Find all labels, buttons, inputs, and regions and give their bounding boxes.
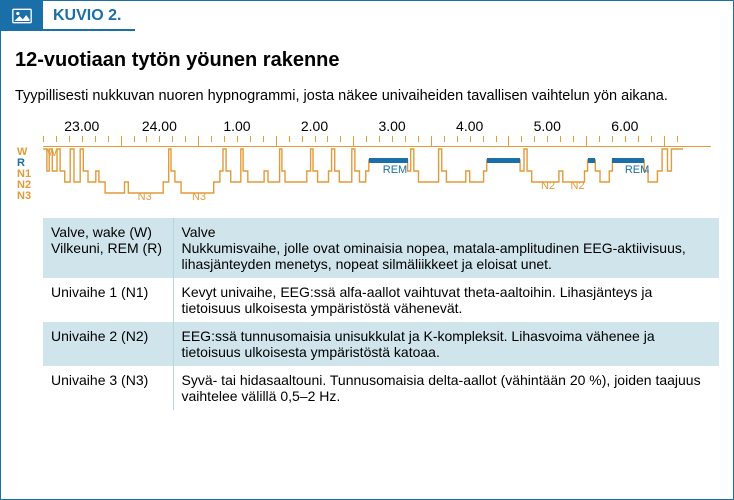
tick	[677, 136, 678, 142]
tick	[198, 136, 199, 146]
legend-row: Univaihe 1 (N1)Kevyt univaihe, EEG:ssä a…	[43, 278, 719, 322]
chart-annotation: N3	[138, 191, 152, 203]
legend-desc: EEG:ssä tunnusomaisia unisukkulat ja K-k…	[173, 322, 719, 366]
tick	[211, 136, 212, 142]
tick	[146, 136, 147, 142]
tick	[340, 136, 341, 142]
rem-bar	[588, 158, 596, 163]
tick	[353, 136, 354, 146]
rem-bar	[487, 158, 520, 163]
page-title: 12-vuotiaan tytön yöunen rakenne	[1, 31, 733, 82]
hypnogram-chart: 23.0024.001.002.003.004.005.006.00 W R N…	[43, 118, 711, 214]
tick	[289, 136, 290, 142]
time-label: 23.00	[64, 118, 99, 134]
legend-desc: Syvä- tai hidasaaltouni. Tunnusomaisia d…	[173, 366, 719, 410]
rem-bar	[612, 158, 644, 163]
tick	[418, 136, 419, 142]
chart-annotation: N2	[571, 180, 585, 192]
time-label: 1.00	[223, 118, 250, 134]
tick	[470, 136, 471, 142]
tick	[56, 136, 57, 142]
tick	[612, 136, 613, 142]
tick	[172, 136, 173, 142]
tick	[534, 136, 535, 142]
ylabel-N3: N3	[17, 191, 31, 202]
tick	[547, 136, 548, 142]
hypnogram-plot: W R N1 N2 N3 WN3N3REMN2N2REM	[43, 146, 711, 202]
legend-term: Univaihe 1 (N1)	[43, 278, 173, 322]
tick	[651, 136, 652, 142]
chart-annotation: W	[47, 147, 57, 159]
time-label: 4.00	[456, 118, 483, 134]
tick	[237, 136, 238, 142]
tick	[457, 136, 458, 142]
legend-term: Univaihe 2 (N2)	[43, 322, 173, 366]
time-label: 3.00	[378, 118, 405, 134]
tick	[95, 136, 96, 142]
tick	[392, 136, 393, 142]
tick	[573, 136, 574, 142]
image-icon	[1, 1, 43, 31]
legend-row: Univaihe 2 (N2)EEG:ssä tunnusomaisia uni…	[43, 322, 719, 366]
time-axis-ticks	[43, 136, 711, 146]
tick	[431, 136, 432, 146]
tick	[302, 136, 303, 142]
tick	[159, 136, 160, 142]
tick	[496, 136, 497, 142]
time-label: 5.00	[534, 118, 561, 134]
tick	[625, 136, 626, 142]
time-label: 24.00	[142, 118, 177, 134]
tick	[366, 136, 367, 142]
tick	[185, 136, 186, 142]
page-subtitle: Tyypillisesti nukkuvan nuoren hypnogramm…	[1, 82, 733, 118]
chart-annotation: REM	[383, 164, 407, 176]
chart-annotation: REM	[625, 164, 649, 176]
tick	[43, 136, 44, 142]
time-axis-labels: 23.00 24.00 1.00 2.00 3.00 4.00 5.00 6.00	[43, 118, 711, 136]
tick	[108, 136, 109, 142]
legend-row: Valve, wake (W)Vilkeuni, REM (R)ValveNuk…	[43, 218, 719, 278]
time-label: 6.00	[611, 118, 638, 134]
legend-desc: ValveNukkumisvaihe, jolle ovat ominaisia…	[173, 218, 719, 278]
stage-axis-labels: W R N1 N2 N3	[17, 147, 31, 202]
legend-row: Univaihe 3 (N3)Syvä- tai hidasaaltouni. …	[43, 366, 719, 410]
tick	[586, 136, 587, 146]
tick	[224, 136, 225, 142]
tick	[276, 136, 277, 146]
tick	[508, 136, 509, 146]
tick	[250, 136, 251, 142]
tick	[82, 136, 83, 142]
tick	[664, 136, 665, 146]
figure-label: KUVIO 2.	[43, 1, 135, 31]
time-label: 2.00	[301, 118, 328, 134]
tick	[121, 136, 122, 146]
rem-bar	[369, 158, 408, 163]
tick	[69, 136, 70, 142]
tick	[405, 136, 406, 142]
tick	[315, 136, 316, 142]
chart-annotation: N3	[192, 191, 206, 203]
tick	[444, 136, 445, 142]
legend-desc: Kevyt univaihe, EEG:ssä alfa-aallot vaih…	[173, 278, 719, 322]
tick	[560, 136, 561, 142]
legend-term: Valve, wake (W)Vilkeuni, REM (R)	[43, 218, 173, 278]
tick	[638, 136, 639, 142]
tick	[379, 136, 380, 142]
tick	[134, 136, 135, 142]
tick	[483, 136, 484, 142]
chart-annotation: N2	[541, 180, 555, 192]
legend-term: Univaihe 3 (N3)	[43, 366, 173, 410]
figure-header: KUVIO 2.	[1, 1, 733, 31]
tick	[263, 136, 264, 142]
tick	[327, 136, 328, 142]
stage-legend-table: Valve, wake (W)Vilkeuni, REM (R)ValveNuk…	[43, 218, 719, 410]
tick	[599, 136, 600, 142]
tick	[521, 136, 522, 142]
